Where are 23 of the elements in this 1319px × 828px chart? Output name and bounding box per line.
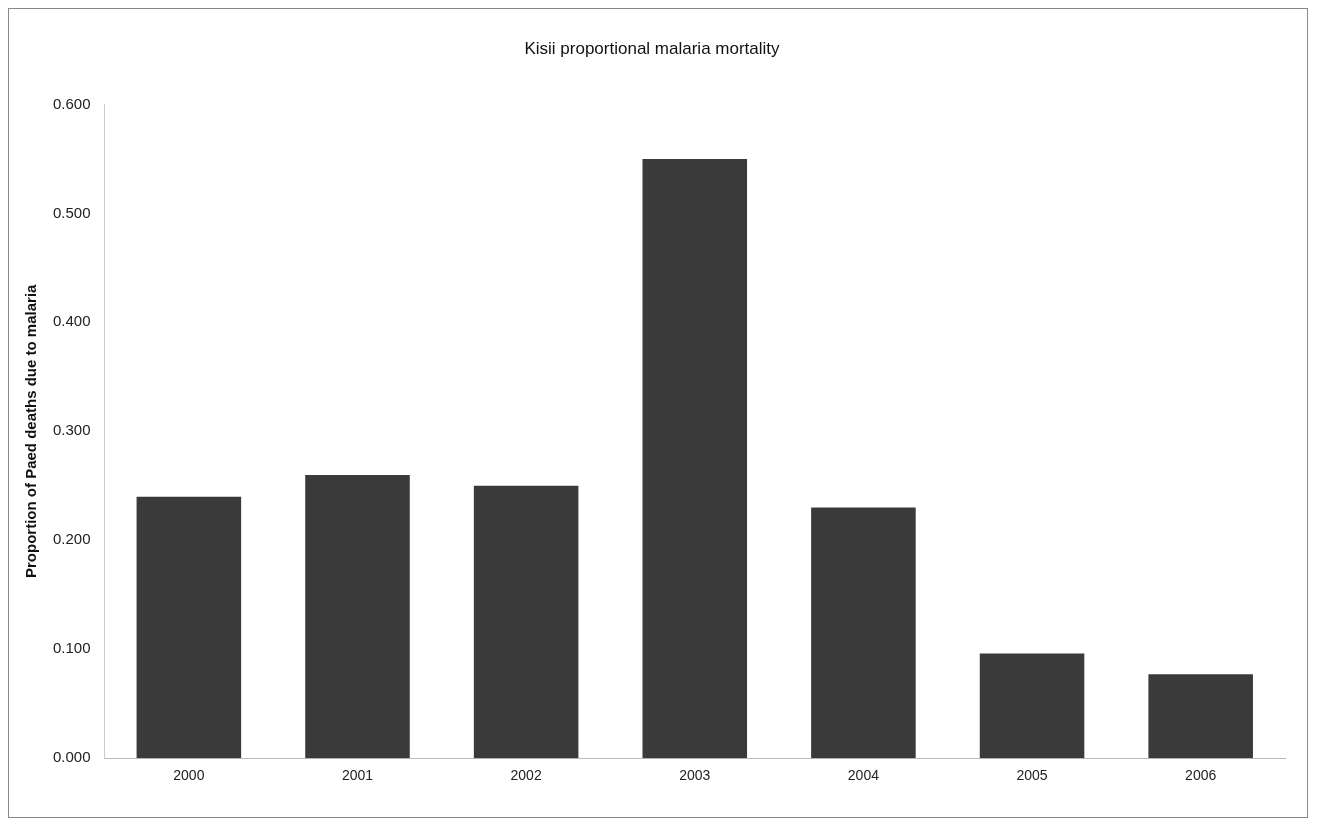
y-tick-label: 0.300: [52, 421, 91, 439]
bar: [1148, 674, 1253, 759]
y-axis-title: Proportion of Paed deaths due to malaria: [22, 283, 40, 578]
bar: [811, 507, 916, 759]
x-tick-label: 2005: [1016, 767, 1048, 784]
chart-title: Kisii proportional malaria mortality: [524, 38, 781, 58]
bar: [136, 496, 242, 759]
y-tick-label: 0.600: [52, 94, 91, 112]
y-tick-label: 0.400: [52, 312, 91, 330]
y-tick-label: 0.200: [52, 530, 91, 548]
x-tick-label: 2001: [341, 767, 374, 784]
x-tick-label: 2004: [847, 767, 880, 784]
x-tick-label: 2003: [679, 767, 711, 784]
y-tick-label: 0.000: [52, 748, 91, 766]
bar: [642, 158, 748, 759]
x-tick-label: 2000: [173, 767, 205, 784]
bar: [473, 485, 579, 759]
bar: [979, 653, 1085, 759]
y-tick-label: 0.500: [52, 203, 91, 221]
y-tick-label: 0.100: [52, 639, 91, 657]
bar: [305, 474, 410, 759]
x-tick-label: 2002: [510, 767, 542, 784]
x-tick-label: 2006: [1185, 767, 1217, 784]
